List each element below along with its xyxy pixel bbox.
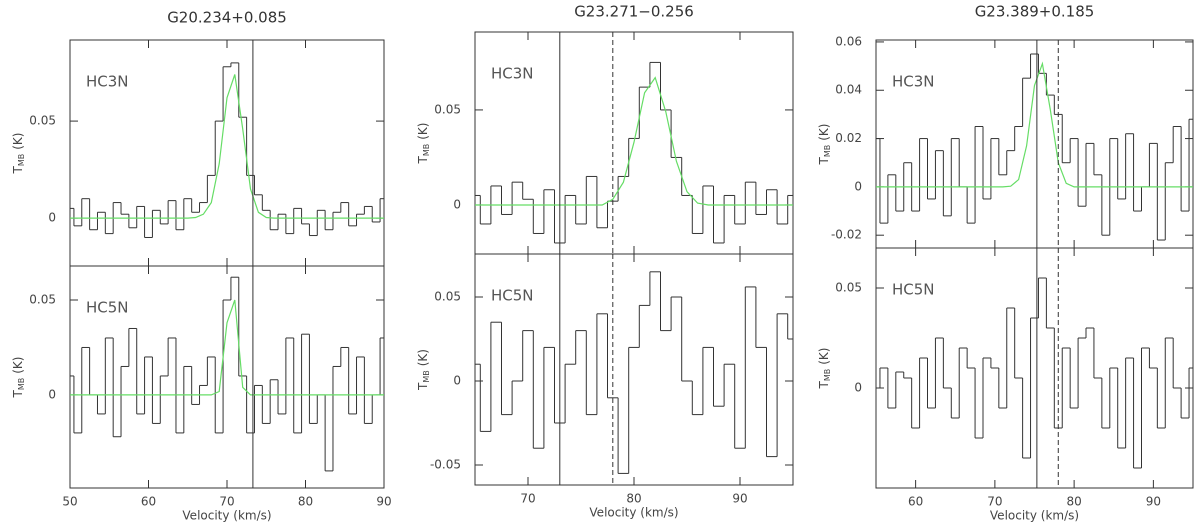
fit-curve [475, 76, 793, 206]
x-axis-label: Velocity (km/s) [182, 509, 271, 523]
y-axis-label-part: (K) [817, 348, 831, 365]
chart-title: G23.271−0.256 [574, 3, 694, 21]
y-axis-label-part: T [11, 389, 25, 398]
y-axis-label: TMB (K) [817, 348, 832, 390]
chart-title: G23.389+0.185 [975, 3, 1095, 21]
y-tick-label: -0.05 [430, 458, 461, 472]
y-axis-label: TMB (K) [416, 349, 431, 391]
y-axis-label-part: MB [17, 154, 26, 166]
x-tick-label: 50 [62, 495, 77, 509]
y-axis-label: TMB (K) [11, 357, 26, 399]
y-axis-label-part: MB [823, 145, 832, 157]
x-tick-label: 70 [219, 495, 234, 509]
x-tick-label: 90 [1146, 495, 1161, 509]
y-axis-label-part: MB [823, 369, 832, 381]
x-tick-label: 80 [626, 492, 641, 506]
x-tick-label: 60 [141, 495, 156, 509]
x-tick-label: 60 [908, 495, 923, 509]
y-axis-label-part: (K) [11, 357, 25, 374]
chart-title: G20.234+0.085 [167, 9, 287, 27]
molecule-label: HC5N [892, 281, 935, 299]
x-tick-label: 80 [298, 495, 313, 509]
y-axis-label: TMB (K) [416, 123, 431, 165]
fit-curve [70, 74, 384, 219]
fit-curve [70, 299, 384, 396]
y-tick-label: 0 [854, 179, 862, 193]
y-axis-label: TMB (K) [11, 133, 26, 175]
y-tick-label: 0.05 [29, 114, 56, 128]
y-axis-label-part: T [11, 165, 25, 174]
y-tick-label: 0.05 [434, 290, 461, 304]
y-axis-label-part: (K) [817, 124, 831, 141]
x-tick-label: 70 [520, 492, 535, 506]
y-axis-label-part: (K) [416, 349, 430, 366]
x-tick-label: 90 [376, 495, 391, 509]
y-tick-label: 0.05 [434, 102, 461, 116]
molecule-label: HC5N [86, 299, 129, 317]
x-tick-label: 90 [732, 492, 747, 506]
y-tick-label: 0 [48, 387, 56, 401]
y-tick-label: 0 [48, 211, 56, 225]
y-tick-label: 0.02 [835, 131, 862, 145]
y-axis-label-part: MB [17, 378, 26, 390]
y-axis-label-part: T [817, 156, 831, 165]
y-tick-label: 0 [453, 197, 461, 211]
y-tick-label: 0.04 [835, 83, 862, 97]
y-axis-label-part: (K) [11, 133, 25, 150]
molecule-label: HC3N [491, 65, 534, 83]
y-axis-label-part: T [817, 380, 831, 389]
y-tick-label: 0.05 [29, 292, 56, 306]
x-tick-label: 70 [987, 495, 1002, 509]
molecule-label: HC3N [892, 73, 935, 91]
molecule-label: HC5N [491, 287, 534, 305]
y-tick-label: -0.02 [831, 228, 862, 242]
x-axis-label: Velocity (km/s) [990, 509, 1079, 523]
molecule-label: HC3N [86, 73, 129, 91]
plot-frame [875, 39, 1194, 249]
y-axis-label-part: T [416, 382, 430, 391]
y-tick-label: 0 [453, 374, 461, 388]
x-tick-label: 80 [1066, 495, 1081, 509]
fit-curve [876, 61, 1193, 188]
y-axis-label-part: (K) [416, 123, 430, 140]
y-axis-label-part: MB [422, 370, 431, 382]
y-axis-label-part: MB [422, 144, 431, 156]
x-axis-label: Velocity (km/s) [589, 506, 678, 520]
y-tick-label: 0 [854, 381, 862, 395]
y-axis-label: TMB (K) [817, 124, 832, 166]
y-axis-label-part: T [416, 155, 430, 164]
y-tick-label: 0.05 [835, 281, 862, 295]
y-tick-label: 0.06 [835, 34, 862, 48]
